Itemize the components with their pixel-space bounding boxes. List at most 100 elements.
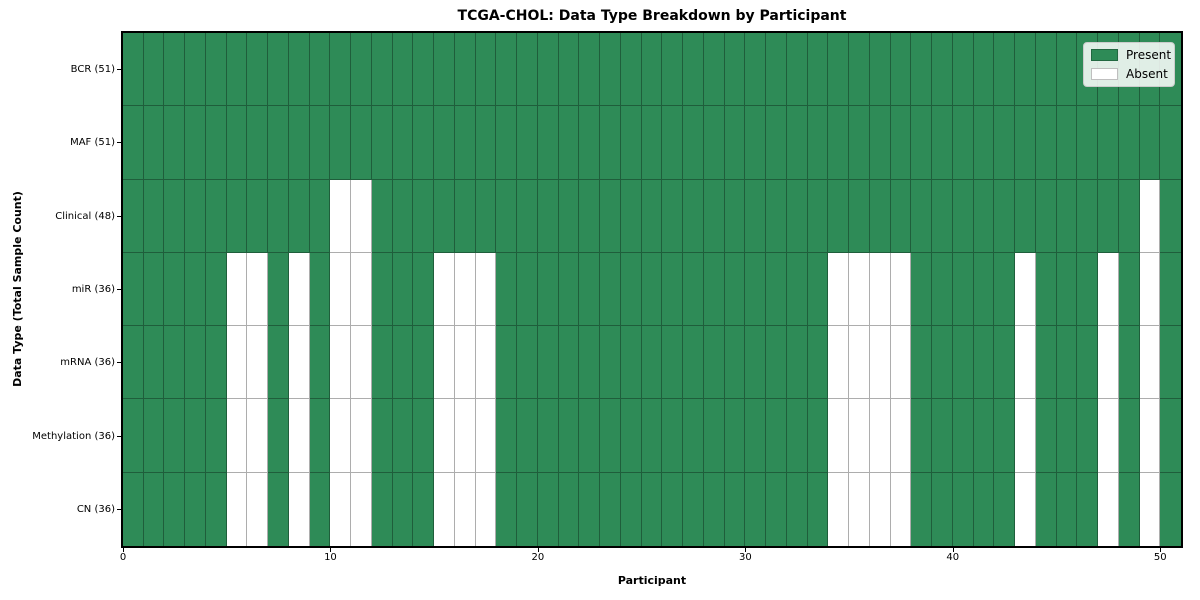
cell-mir-p30 [745,252,767,327]
cell-methylation-p31 [766,399,787,473]
cell-maf-p5 [226,106,248,180]
cell-cn-p42 [994,472,1016,546]
cell-mrna-p47 [1098,326,1119,400]
cell-mrna-p38 [911,326,933,400]
cell-cn-p47 [1098,472,1119,546]
cell-clinical-p50 [1160,179,1181,253]
cell-mrna-p44 [1035,326,1057,400]
cell-maf-p34 [828,106,850,180]
cell-bcr-p35 [849,33,870,107]
cell-clinical-p10 [330,179,352,253]
y-tick-mark-methylation [117,435,121,437]
x-tick-mark-30 [745,548,747,552]
cell-mrna-p27 [683,326,704,400]
cell-mir-p35 [849,252,870,327]
cell-mrna-p4 [205,326,227,400]
y-tick-label-mir: miR (36) [71,284,115,295]
cell-cn-p27 [683,472,704,546]
cell-methylation-p29 [724,399,746,473]
cell-cn-p43 [1015,472,1036,546]
cell-clinical-p29 [724,179,746,253]
cell-mir-p39 [932,252,953,327]
cell-clinical-p22 [579,179,601,253]
cell-methylation-p4 [205,399,227,473]
cell-cn-p41 [973,472,995,546]
cell-mrna-p30 [745,326,767,400]
y-axis-label: Data Type (Total Sample Count) [11,191,24,387]
cell-mir-p9 [309,252,331,327]
cell-mir-p15 [434,252,455,327]
cell-bcr-p31 [766,33,787,107]
cell-cn-p35 [849,472,870,546]
cell-cn-p26 [662,472,684,546]
cell-clinical-p7 [268,179,289,253]
cell-maf-p30 [745,106,767,180]
cell-bcr-p26 [662,33,684,107]
cell-bcr-p21 [558,33,580,107]
cell-cn-p31 [766,472,787,546]
cell-methylation-p25 [641,399,663,473]
cell-clinical-p20 [537,179,559,253]
cell-maf-p3 [185,106,206,180]
cell-bcr-p38 [911,33,933,107]
cell-clinical-p44 [1035,179,1057,253]
cell-mir-p29 [724,252,746,327]
cell-methylation-p41 [973,399,995,473]
cell-clinical-p9 [309,179,331,253]
cell-mrna-p2 [164,326,186,400]
cell-methylation-p26 [662,399,684,473]
absent-swatch-icon [1091,68,1118,80]
cell-maf-p41 [973,106,995,180]
cell-maf-p43 [1015,106,1036,180]
cell-clinical-p1 [143,179,165,253]
x-tick-label-40: 40 [946,552,960,563]
cell-mir-p28 [703,252,725,327]
cell-bcr-p42 [994,33,1016,107]
cell-maf-p48 [1118,106,1140,180]
cell-bcr-p4 [205,33,227,107]
cell-cn-p33 [807,472,829,546]
cell-methylation-p5 [226,399,248,473]
cell-mrna-p29 [724,326,746,400]
cell-mrna-p19 [517,326,538,400]
cell-mrna-p48 [1118,326,1140,400]
cell-mir-p23 [600,252,621,327]
cell-clinical-p3 [185,179,206,253]
cell-methylation-p43 [1015,399,1036,473]
cell-maf-p6 [247,106,269,180]
y-tick-mark-clinical [117,215,121,217]
cell-cn-p1 [143,472,165,546]
cell-maf-p2 [164,106,186,180]
cell-cn-p37 [890,472,912,546]
cell-clinical-p48 [1118,179,1140,253]
cell-bcr-p1 [143,33,165,107]
cell-cn-p45 [1056,472,1078,546]
cell-mrna-p14 [413,326,435,400]
y-tick-label-maf: MAF (51) [70,137,115,149]
cell-maf-p26 [662,106,684,180]
cell-maf-p19 [517,106,538,180]
cell-methylation-p42 [994,399,1016,473]
cell-maf-p23 [600,106,621,180]
cell-cn-p2 [164,472,186,546]
cell-mir-p34 [828,252,850,327]
cell-methylation-p18 [496,399,518,473]
cell-bcr-p30 [745,33,767,107]
cell-mir-p6 [247,252,269,327]
cell-mir-p17 [475,252,497,327]
cell-methylation-p13 [392,399,414,473]
cell-mir-p19 [517,252,538,327]
cell-maf-p38 [911,106,933,180]
cell-mrna-p40 [952,326,974,400]
cell-bcr-p14 [413,33,435,107]
cell-bcr-p7 [268,33,289,107]
cell-cn-p5 [226,472,248,546]
cell-mrna-p8 [288,326,310,400]
cell-mrna-p23 [600,326,621,400]
cell-clinical-p26 [662,179,684,253]
cell-methylation-p30 [745,399,767,473]
cell-mrna-p1 [143,326,165,400]
cell-bcr-p13 [392,33,414,107]
cell-clinical-p40 [952,179,974,253]
cell-mrna-p9 [309,326,331,400]
